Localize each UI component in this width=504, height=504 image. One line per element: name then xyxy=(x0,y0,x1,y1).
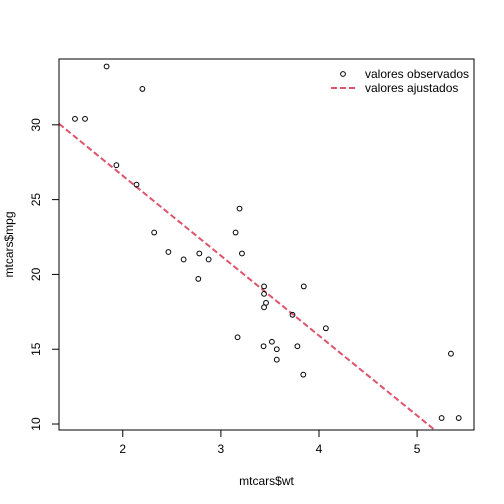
x-axis: 2 3 4 5 xyxy=(119,429,421,456)
legend-label-fitted: valores ajustados xyxy=(365,81,458,95)
data-point xyxy=(448,350,454,357)
data-point xyxy=(438,415,445,421)
data-point xyxy=(322,325,329,332)
data-point xyxy=(133,181,140,188)
y-tick-label: 30 xyxy=(29,118,43,132)
x-tick-label: 5 xyxy=(414,442,421,456)
data-point xyxy=(273,356,280,363)
x-axis-label: mtcars$wt xyxy=(239,474,294,488)
data-point xyxy=(300,371,307,378)
data-point xyxy=(196,250,203,257)
data-point xyxy=(294,343,301,350)
data-point xyxy=(165,249,172,255)
data-point xyxy=(103,63,110,70)
y-axis: 10 15 20 25 30 xyxy=(29,118,60,431)
data-point xyxy=(260,343,267,350)
x-tick-label: 3 xyxy=(218,442,225,456)
data-point xyxy=(289,311,296,318)
legend-point-marker xyxy=(340,71,346,77)
data-point xyxy=(261,304,267,311)
data-point xyxy=(269,338,275,345)
data-point xyxy=(82,115,88,122)
y-tick-label: 15 xyxy=(29,342,43,356)
y-axis-label: mtcars$mpg xyxy=(2,211,16,277)
data-point xyxy=(455,415,462,421)
data-point xyxy=(239,250,245,257)
y-tick-label: 25 xyxy=(29,193,43,207)
data-point xyxy=(300,283,307,290)
data-point xyxy=(195,276,202,282)
fit-line-layer xyxy=(59,122,437,430)
plot-frame xyxy=(58,58,475,431)
data-point xyxy=(261,290,267,297)
data-point xyxy=(261,283,267,290)
y-tick-label: 20 xyxy=(29,267,43,281)
data-point xyxy=(205,256,212,263)
data-point xyxy=(234,334,241,341)
data-point xyxy=(72,115,78,122)
fitted-line xyxy=(59,122,437,430)
legend: valores observados valores ajustados xyxy=(331,67,469,95)
legend-label-observed: valores observados xyxy=(365,67,469,81)
data-point xyxy=(113,162,120,169)
x-tick-label: 2 xyxy=(119,442,126,456)
data-point xyxy=(139,86,146,92)
data-point xyxy=(180,256,187,263)
x-tick-label: 4 xyxy=(316,442,323,456)
y-tick-label: 10 xyxy=(29,417,43,431)
data-point xyxy=(151,229,158,236)
data-point xyxy=(273,346,280,353)
data-point xyxy=(232,229,239,236)
points-layer xyxy=(72,63,462,421)
data-point xyxy=(236,205,243,212)
